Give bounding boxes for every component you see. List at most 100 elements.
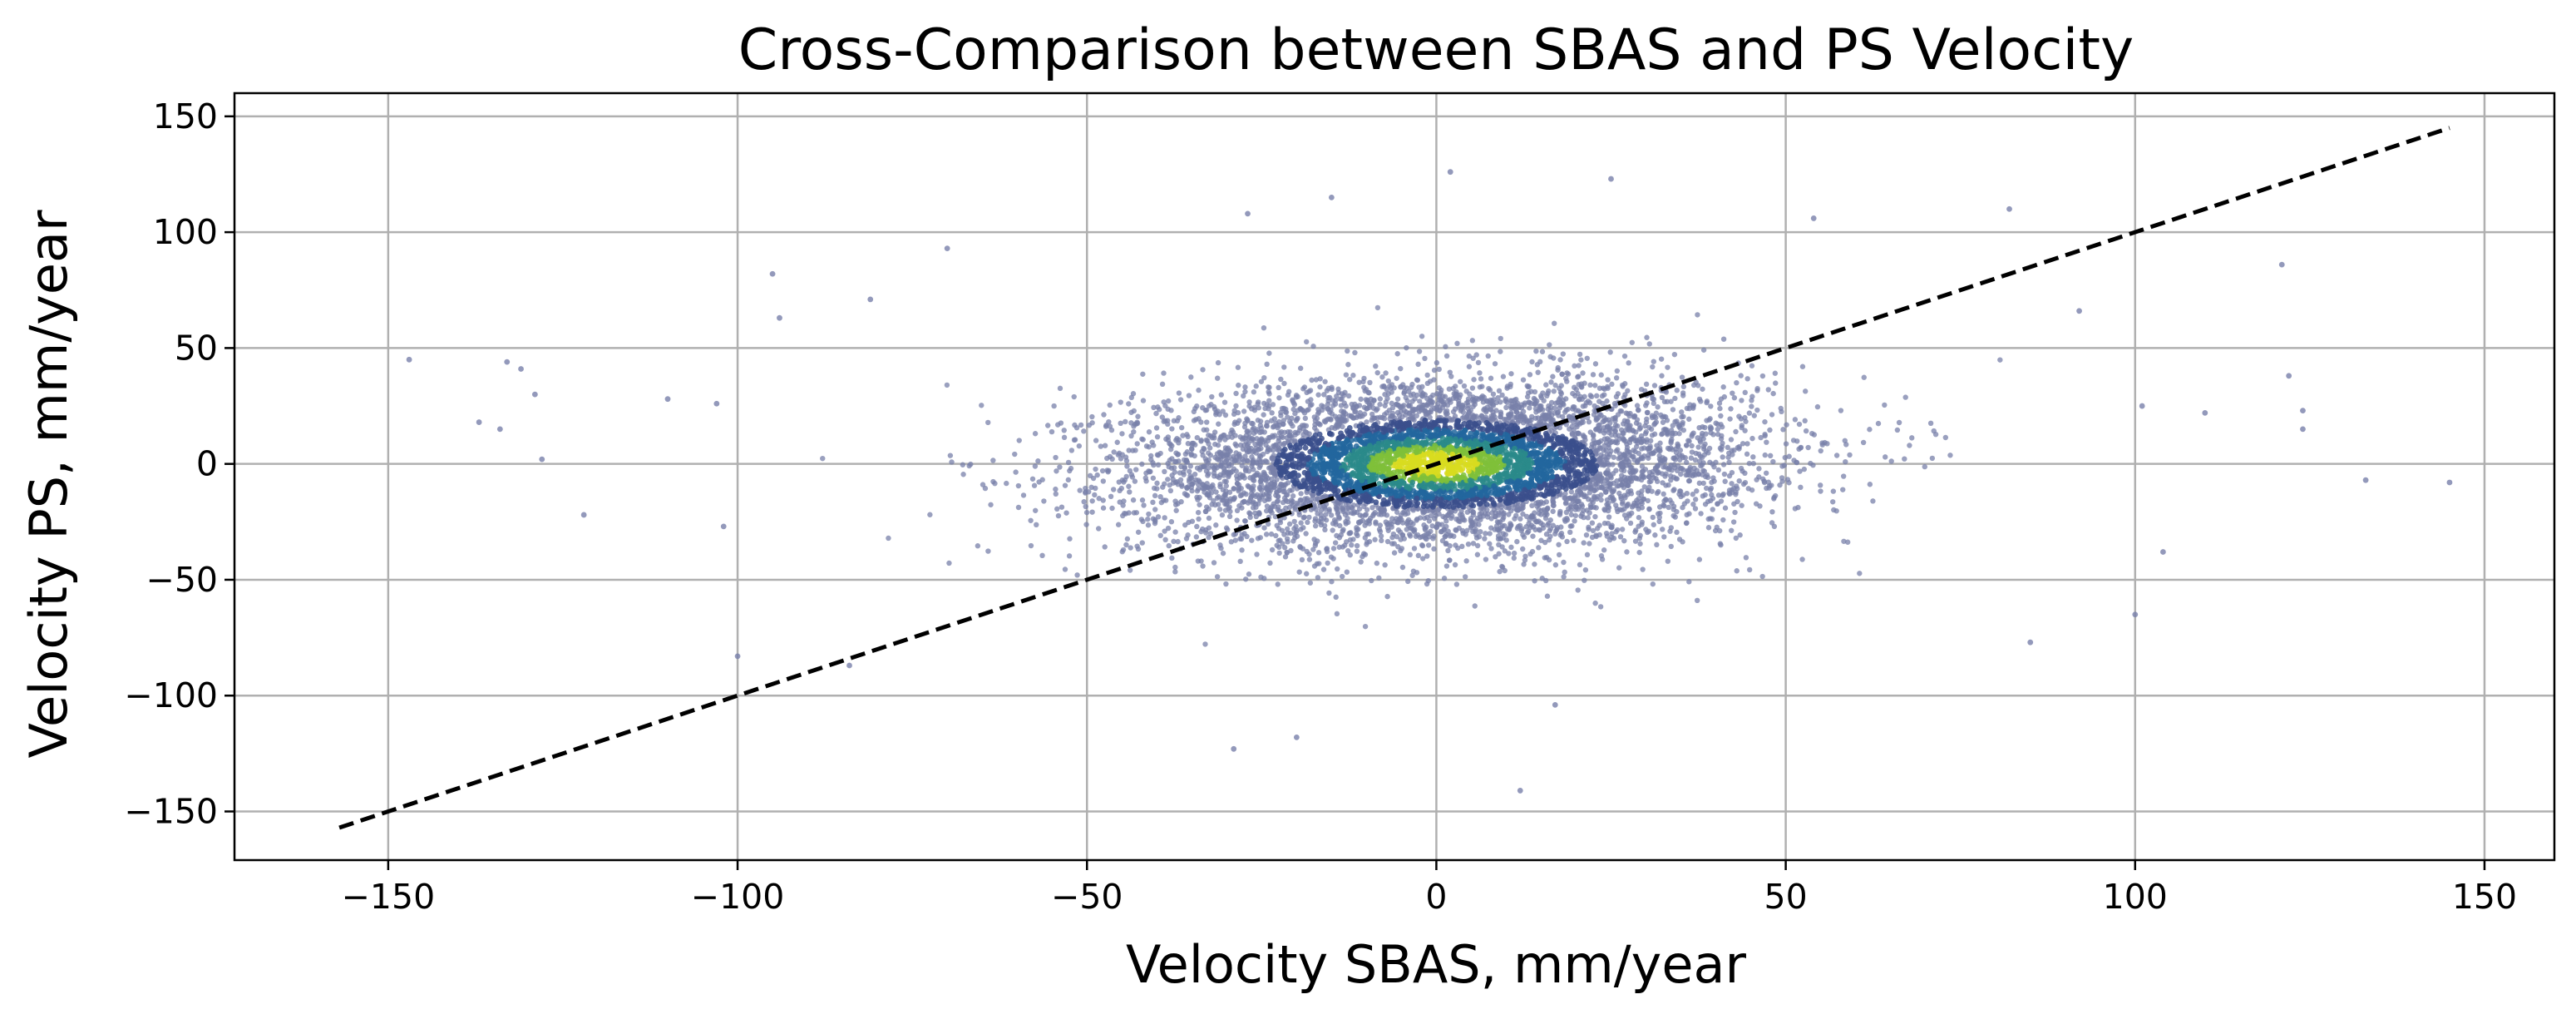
data-point (1237, 558, 1243, 565)
data-point (1086, 422, 1093, 428)
data-point (1667, 473, 1674, 479)
data-point (1339, 573, 1345, 580)
data-point (1524, 393, 1531, 400)
data-point (1223, 581, 1229, 587)
data-point (1196, 516, 1202, 522)
data-point (1598, 372, 1604, 378)
data-point (1192, 405, 1198, 412)
data-point (1320, 566, 1327, 572)
data-point (1155, 462, 1162, 468)
data-point (1119, 549, 1125, 555)
data-point (1779, 478, 1785, 484)
data-point (1261, 324, 1267, 331)
data-point (1215, 375, 1221, 381)
data-point (1206, 465, 1212, 471)
data-point (1591, 412, 1597, 418)
data-point (1394, 375, 1399, 381)
data-point (1332, 401, 1339, 407)
data-point (1621, 381, 1628, 387)
data-point (1548, 399, 1555, 406)
data-point (1281, 429, 1288, 435)
data-point (1124, 536, 1131, 542)
data-point (1434, 359, 1440, 366)
data-point (1055, 512, 1062, 519)
data-point (1414, 570, 1420, 576)
data-point (1383, 370, 1389, 376)
data-point (1200, 463, 1207, 469)
data-point (1285, 414, 1290, 420)
data-point (1582, 566, 1589, 573)
data-point (1503, 417, 1509, 423)
data-point (1300, 426, 1306, 432)
data-point (1256, 464, 1262, 471)
data-point (1231, 411, 1237, 418)
data-point (1371, 397, 1377, 403)
data-point (949, 459, 955, 465)
data-point (1621, 353, 1628, 359)
data-point (1651, 383, 1658, 388)
data-point (1725, 444, 1731, 451)
data-point (1536, 408, 1542, 413)
data-point (1997, 357, 2003, 363)
data-point (1769, 509, 1775, 515)
data-point (1187, 463, 1194, 469)
data-point (1620, 499, 1626, 505)
data-point (1687, 402, 1693, 408)
data-point (1685, 477, 1692, 484)
data-point (1242, 518, 1248, 524)
data-point (1414, 377, 1420, 383)
data-point (1155, 514, 1162, 520)
data-point (1636, 549, 1642, 556)
data-point (1587, 541, 1592, 547)
data-point (1732, 509, 1738, 516)
data-point (1487, 541, 1493, 547)
data-point (1128, 545, 1133, 551)
data-point (1312, 518, 1318, 524)
data-point (1655, 470, 1661, 476)
data-point (1057, 385, 1063, 392)
data-point (1616, 565, 1622, 571)
data-point (1666, 504, 1671, 511)
data-point (1397, 529, 1404, 535)
data-point (1218, 545, 1224, 552)
data-point (1651, 522, 1656, 527)
data-point (1217, 435, 1224, 441)
data-point (1592, 600, 1598, 606)
data-point (1665, 558, 1671, 564)
data-point (1133, 467, 1139, 472)
data-point (1613, 393, 1620, 400)
data-point (1655, 404, 1661, 410)
data-point (1264, 361, 1270, 368)
data-point (1713, 459, 1719, 466)
data-point (1277, 517, 1283, 523)
data-point (1328, 512, 1335, 518)
data-point (1551, 502, 1557, 508)
data-point (1140, 437, 1146, 443)
data-point (1590, 432, 1596, 438)
data-point (1674, 529, 1680, 536)
data-point (1635, 407, 1641, 413)
data-point (1286, 521, 1293, 527)
data-point (1671, 487, 1677, 492)
data-point (1532, 510, 1537, 516)
data-point (1749, 435, 1755, 442)
data-point (1182, 491, 1188, 497)
data-point (1660, 527, 1666, 532)
data-point (1472, 522, 1478, 528)
data-point (1632, 538, 1639, 544)
data-point (1145, 516, 1151, 522)
data-point (1700, 480, 1706, 487)
data-point (1707, 487, 1714, 493)
data-point (1704, 398, 1710, 404)
data-point (1511, 550, 1517, 556)
data-point (1484, 514, 1491, 520)
data-point (960, 462, 966, 467)
data-point (1520, 377, 1527, 383)
data-point (1508, 413, 1513, 419)
data-point (1411, 417, 1417, 423)
data-point (1498, 399, 1503, 405)
data-point (1116, 479, 1122, 485)
data-point (1648, 438, 1654, 444)
data-point (1498, 409, 1503, 415)
data-point (1260, 459, 1266, 465)
